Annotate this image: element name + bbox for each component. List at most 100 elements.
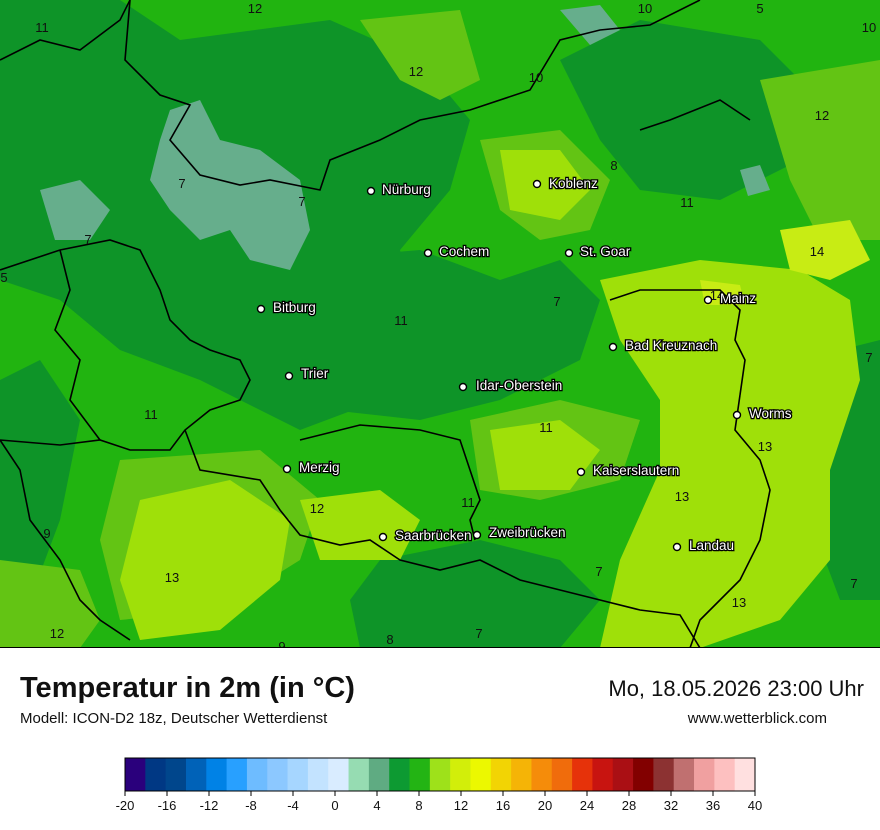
city-label: Nürburg bbox=[382, 182, 431, 197]
contour-label: 5 bbox=[756, 1, 763, 16]
city-label: Trier bbox=[301, 366, 329, 381]
legend-tick-label: 36 bbox=[706, 798, 720, 813]
footer: Temperatur in 2m (in °C) Modell: ICON-D2… bbox=[0, 648, 880, 830]
legend-swatch bbox=[511, 758, 532, 791]
legend-swatch bbox=[267, 758, 288, 791]
contour-label: 7 bbox=[84, 232, 91, 247]
legend-swatch bbox=[572, 758, 593, 791]
contour-label: 11 bbox=[35, 20, 49, 35]
legend-tick-label: -8 bbox=[245, 798, 257, 813]
legend-frame bbox=[124, 757, 756, 792]
temperature-zone-cold bbox=[40, 5, 770, 270]
legend-swatch bbox=[226, 758, 248, 791]
city-label: St. Goar bbox=[580, 244, 631, 259]
contour-label: 7 bbox=[553, 294, 560, 309]
legend-swatch bbox=[348, 758, 370, 791]
contour-label: 11 bbox=[394, 313, 408, 328]
contour-label: 9 bbox=[278, 639, 285, 648]
legend-tick-label: 24 bbox=[580, 798, 594, 813]
contour-label: 11 bbox=[144, 407, 158, 422]
contour-label: 7 bbox=[595, 564, 602, 579]
temperature-zone-warm bbox=[120, 150, 860, 648]
city-mainz: Mainz bbox=[703, 290, 758, 307]
legend-swatch bbox=[368, 758, 390, 791]
city-label: Mainz bbox=[720, 291, 756, 306]
city-worms: Worms bbox=[732, 405, 793, 422]
legend-tick-label: -16 bbox=[158, 798, 177, 813]
legend-swatch bbox=[145, 758, 167, 791]
contour-label: 8 bbox=[610, 158, 617, 173]
contour-label: 11 bbox=[461, 495, 475, 510]
city-label: Kaiserslautern bbox=[593, 463, 679, 478]
city-trier: Trier bbox=[284, 365, 330, 382]
contour-label: 11 bbox=[680, 195, 694, 210]
contour-label: 12 bbox=[50, 626, 64, 641]
contour-label: 5 bbox=[0, 270, 7, 285]
legend-swatch bbox=[389, 758, 410, 791]
legend-swatch bbox=[531, 758, 553, 791]
legend-tick-label: -12 bbox=[200, 798, 219, 813]
legend-swatch bbox=[653, 758, 675, 791]
city-idar-oberstein: Idar-Oberstein bbox=[458, 377, 564, 394]
contour-label: 7 bbox=[865, 350, 872, 365]
contour-label: 11 bbox=[539, 420, 553, 435]
legend-swatch bbox=[592, 758, 614, 791]
legend-swatch bbox=[734, 758, 756, 791]
contour-label: 13 bbox=[732, 595, 746, 610]
contour-label: 12 bbox=[409, 64, 423, 79]
contour-label: 7 bbox=[178, 176, 185, 191]
city-merzig: Merzig bbox=[282, 459, 341, 476]
city-label: Bitburg bbox=[273, 300, 316, 315]
chart-title: Temperatur in 2m (in °C) bbox=[20, 672, 355, 704]
legend-swatch bbox=[328, 758, 349, 791]
legend-swatch bbox=[307, 758, 329, 791]
city-bitburg: Bitburg bbox=[256, 299, 317, 316]
legend-swatch bbox=[714, 758, 736, 791]
city-markers: Nürburg Koblenz Cochem St. Goar Mainz Bi… bbox=[256, 175, 793, 554]
contour-label: 14 bbox=[810, 244, 824, 259]
city-label: Zweibrücken bbox=[489, 525, 566, 540]
legend-tick-label: 32 bbox=[664, 798, 678, 813]
contour-label: 12 bbox=[815, 108, 829, 123]
legend-swatch bbox=[673, 758, 695, 791]
legend-tick-label: 20 bbox=[538, 798, 552, 813]
city-kaiserslautern: Kaiserslautern bbox=[576, 462, 681, 479]
legend-swatch bbox=[429, 758, 451, 791]
contour-label: 7 bbox=[850, 576, 857, 591]
city-label: Idar-Oberstein bbox=[476, 378, 562, 393]
contour-label: 12 bbox=[310, 501, 324, 516]
legend-tick-label: 28 bbox=[622, 798, 636, 813]
contour-label: 10 bbox=[638, 1, 652, 16]
contour-label: 14 bbox=[710, 288, 724, 303]
city-nurburg: Nürburg bbox=[366, 181, 432, 198]
contour-labels: 12 11 12 10 10 5 10 12 7 7 7 8 11 14 11 … bbox=[0, 1, 876, 648]
legend-swatch bbox=[409, 758, 431, 791]
city-cochem: Cochem bbox=[423, 243, 491, 260]
legend-swatch bbox=[185, 758, 207, 791]
forecast-datetime: Mo, 18.05.2026 23:00 Uhr bbox=[608, 676, 864, 701]
legend-tick-label: 8 bbox=[415, 798, 422, 813]
contour-label: 10 bbox=[862, 20, 876, 35]
contour-label: 7 bbox=[298, 194, 305, 209]
legend-swatch bbox=[633, 758, 654, 791]
legend-swatch bbox=[470, 758, 492, 791]
contour-label: 10 bbox=[529, 70, 543, 85]
contour-label: 9 bbox=[43, 526, 50, 541]
contour-label: 13 bbox=[165, 570, 179, 585]
legend-swatch bbox=[490, 758, 512, 791]
legend-swatch bbox=[246, 758, 268, 791]
website-link[interactable]: www.wetterblick.com bbox=[687, 710, 827, 727]
contour-label: 7 bbox=[475, 626, 482, 641]
city-label: Cochem bbox=[439, 244, 489, 259]
legend-swatch bbox=[450, 758, 471, 791]
city-koblenz: Koblenz bbox=[532, 175, 599, 192]
city-landau: Landau bbox=[672, 537, 735, 554]
city-zweibrucken: Zweibrücken bbox=[472, 524, 567, 541]
city-bad-kreuznach: Bad Kreuznach bbox=[608, 337, 719, 354]
contour-label: 12 bbox=[248, 1, 262, 16]
legend-swatch bbox=[165, 758, 187, 791]
city-st-goar: St. Goar bbox=[564, 243, 632, 260]
legend-swatch bbox=[551, 758, 573, 791]
contour-label: 8 bbox=[386, 632, 393, 647]
legend-tick-label: -4 bbox=[287, 798, 299, 813]
